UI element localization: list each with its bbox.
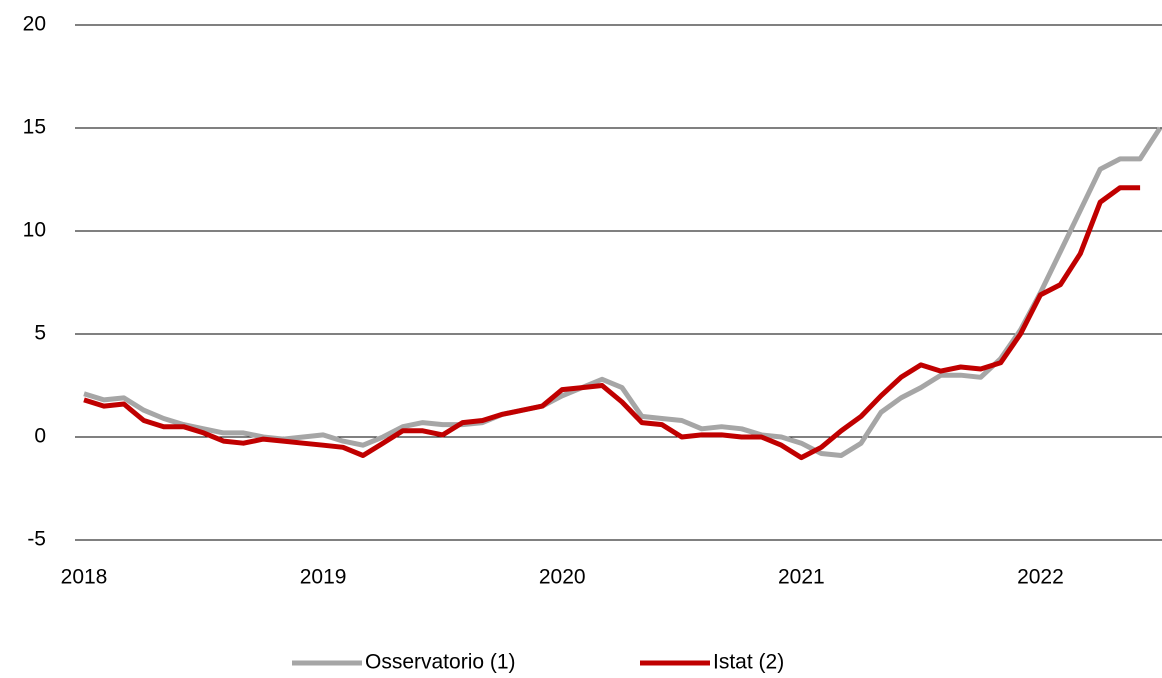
x-tick-label: 2021: [778, 566, 825, 589]
y-tick-label: -5: [27, 528, 46, 551]
y-tick-label: 10: [23, 219, 46, 242]
x-tick-label: 2019: [300, 566, 347, 589]
x-tick-label: 2018: [61, 566, 108, 589]
legend-label: Osservatorio (1): [365, 651, 516, 674]
x-tick-label: 2022: [1017, 566, 1064, 589]
y-tick-label: 5: [34, 322, 46, 345]
data-line: [83, 185, 1141, 461]
y-tick-label: 15: [23, 116, 46, 139]
y-tick-label: 0: [34, 425, 46, 448]
legend-label: Istat (2): [713, 651, 784, 674]
x-tick-label: 2020: [539, 566, 586, 589]
data-line: [83, 126, 1162, 458]
y-tick-label: 20: [23, 13, 46, 36]
